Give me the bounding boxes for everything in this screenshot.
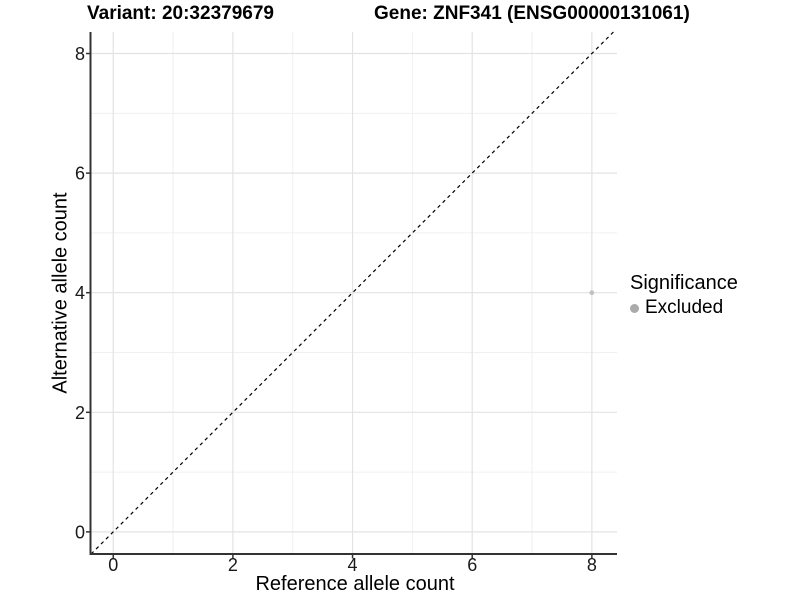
- legend-key-dot-icon: [630, 303, 639, 313]
- gene-title: Gene: ZNF341 (ENSG00000131061): [374, 3, 690, 24]
- y-axis-title: Alternative allele count: [49, 192, 72, 394]
- y-tick-label: 8: [75, 44, 85, 64]
- x-tick-label: 0: [108, 555, 118, 575]
- variant-title: Variant: 20:32379679: [87, 3, 274, 24]
- x-tick-label: 2: [228, 555, 238, 575]
- legend-item-label: Excluded: [645, 297, 724, 318]
- x-axis-title: Reference allele count: [255, 573, 455, 595]
- y-tick-label: 6: [75, 164, 85, 184]
- legend-title: Significance: [630, 272, 738, 294]
- data-point: [589, 290, 595, 296]
- x-tick-label: 6: [467, 555, 477, 575]
- y-tick-label: 2: [75, 403, 85, 423]
- x-tick-label: 8: [587, 555, 597, 575]
- y-tick-label: 4: [75, 283, 85, 303]
- legend-item-excluded: Excluded: [630, 297, 738, 319]
- legend: Significance Excluded: [630, 272, 738, 319]
- x-tick-label: 4: [348, 555, 358, 575]
- y-tick-label: 0: [75, 522, 85, 542]
